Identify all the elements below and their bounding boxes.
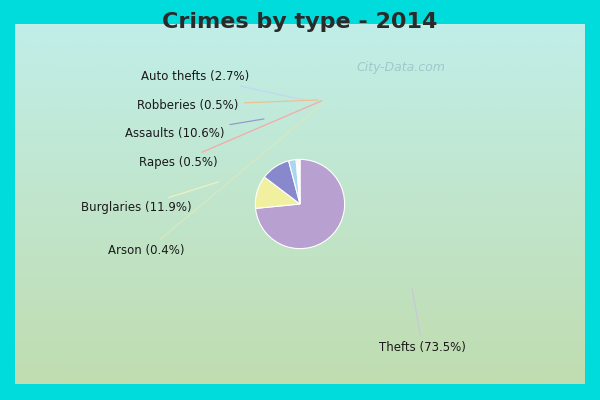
Text: Burglaries (11.9%): Burglaries (11.9%)	[82, 182, 219, 214]
Text: Assaults (10.6%): Assaults (10.6%)	[125, 119, 264, 140]
Wedge shape	[265, 161, 300, 204]
Wedge shape	[256, 177, 300, 208]
Text: City-Data.com: City-Data.com	[356, 61, 445, 74]
Text: Arson (0.4%): Arson (0.4%)	[108, 101, 325, 257]
Wedge shape	[296, 160, 300, 204]
Text: Rapes (0.5%): Rapes (0.5%)	[139, 101, 322, 169]
Wedge shape	[299, 159, 300, 204]
Wedge shape	[256, 159, 344, 249]
Wedge shape	[298, 159, 300, 204]
Text: Robberies (0.5%): Robberies (0.5%)	[137, 98, 318, 112]
Text: Crimes by type - 2014: Crimes by type - 2014	[163, 12, 437, 32]
Text: Auto thefts (2.7%): Auto thefts (2.7%)	[142, 70, 307, 101]
Text: Thefts (73.5%): Thefts (73.5%)	[379, 289, 466, 354]
Wedge shape	[289, 160, 300, 204]
